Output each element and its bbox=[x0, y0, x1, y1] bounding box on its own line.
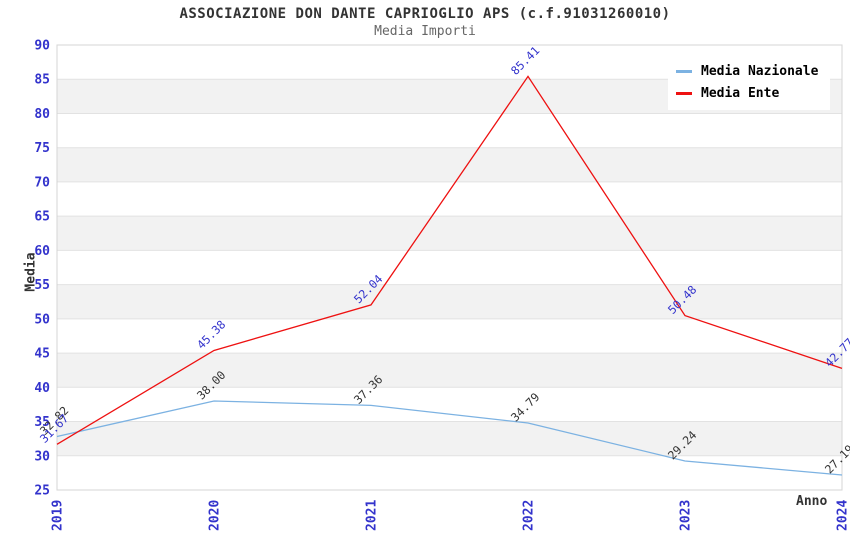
data-point-label: 45.38 bbox=[194, 317, 228, 351]
legend-item-media-ente: Media Ente bbox=[676, 86, 818, 101]
chart-title: ASSOCIAZIONE DON DANTE CAPRIOGLIO APS (c… bbox=[179, 6, 671, 22]
x-tick-label: 2020 bbox=[208, 500, 223, 531]
data-point-label: 85.41 bbox=[508, 43, 542, 77]
x-axis-title: Anno bbox=[796, 494, 828, 509]
legend-label: Media Ente bbox=[701, 86, 780, 101]
y-tick-label: 50 bbox=[34, 312, 50, 327]
plot-border bbox=[56, 44, 843, 491]
y-tick-label: 45 bbox=[34, 347, 50, 362]
series-line-media-nazionale bbox=[56, 400, 843, 476]
legend-swatch-media-ente bbox=[676, 92, 692, 95]
series-line-media-ente bbox=[56, 75, 843, 445]
y-tick-label: 40 bbox=[34, 381, 50, 396]
y-tick-label: 25 bbox=[34, 484, 50, 499]
x-tick-label: 2024 bbox=[836, 500, 850, 531]
data-point-label: 34.79 bbox=[508, 390, 542, 424]
legend-item-media-nazionale: Media Nazionale bbox=[676, 64, 818, 79]
y-tick-label: 75 bbox=[34, 141, 50, 156]
y-tick-label: 80 bbox=[34, 107, 50, 122]
plot-band bbox=[57, 147, 842, 182]
y-tick-label: 90 bbox=[34, 39, 50, 54]
y-tick-label: 85 bbox=[34, 73, 50, 88]
legend-label: Media Nazionale bbox=[701, 64, 819, 79]
plot-band bbox=[57, 421, 842, 456]
y-tick-label: 55 bbox=[34, 278, 50, 293]
y-tick-label: 35 bbox=[34, 415, 50, 430]
x-tick-label: 2023 bbox=[679, 500, 694, 531]
legend-swatch-media-nazionale bbox=[676, 70, 692, 73]
x-tick-label: 2021 bbox=[365, 500, 380, 531]
plot-band bbox=[57, 216, 842, 251]
y-tick-label: 30 bbox=[34, 449, 50, 464]
plot-band bbox=[57, 353, 842, 388]
y-tick-label: 60 bbox=[34, 244, 50, 259]
y-tick-label: 70 bbox=[34, 175, 50, 190]
x-tick-label: 2019 bbox=[51, 500, 66, 531]
y-axis-title: Media bbox=[23, 252, 39, 292]
x-tick-label: 2022 bbox=[522, 500, 537, 531]
chart-subtitle: Media Importi bbox=[374, 24, 476, 39]
plot-band bbox=[57, 284, 842, 319]
y-tick-label: 65 bbox=[34, 210, 50, 225]
legend: Media Nazionale Media Ente bbox=[668, 57, 831, 110]
data-point-label: 42.77 bbox=[822, 335, 850, 369]
